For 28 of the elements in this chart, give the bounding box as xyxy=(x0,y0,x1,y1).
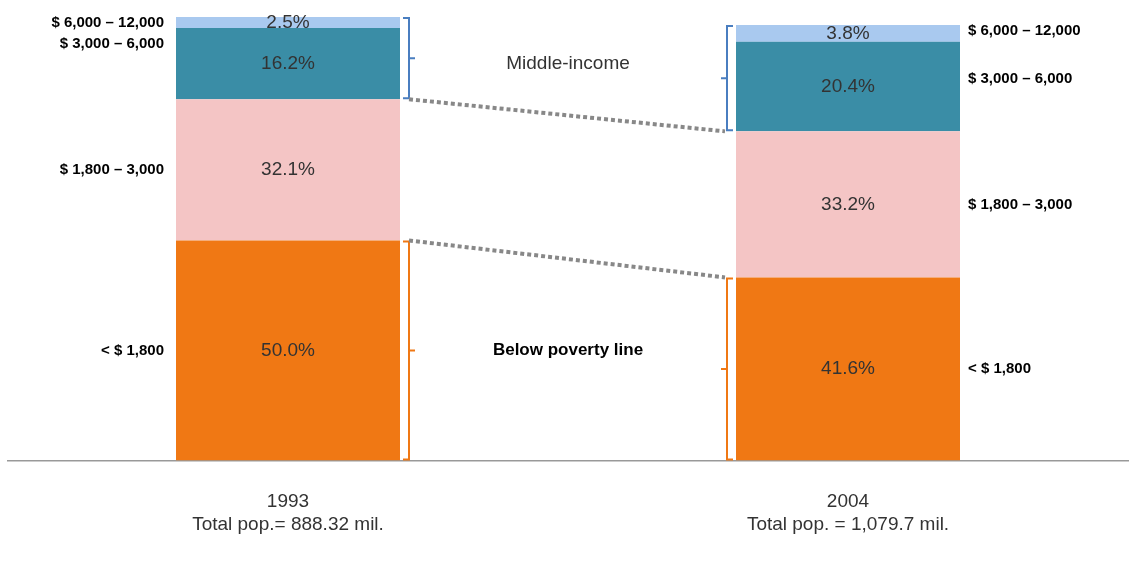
bar xyxy=(176,28,400,100)
x-tick-label: 1993 Total pop.= 888.32 mil. xyxy=(192,490,384,534)
data-label: 32.1% xyxy=(261,158,316,180)
bar xyxy=(736,41,960,132)
text: $ 3,000 – 6,000 xyxy=(59,33,164,51)
series-label: $ 3,000 – 6,000 xyxy=(968,68,1073,86)
bar xyxy=(736,24,960,42)
data-label: 16.2% xyxy=(261,51,316,73)
series-label: $ 1,800 – 3,000 xyxy=(968,194,1073,212)
annotation: Below poverty line xyxy=(492,340,644,360)
data-label: 2.5% xyxy=(266,10,310,32)
data-label: 33.2% xyxy=(821,192,876,214)
bar xyxy=(176,240,400,461)
x-tick-label: 2004 Total pop. = 1,079.7 mil. xyxy=(746,490,950,534)
text: < $ 1,800 xyxy=(101,340,164,358)
series-label: < $ 1,800 xyxy=(968,359,1031,377)
data-label: 50.0% xyxy=(261,338,316,360)
series-label: $ 6,000 – 12,000 xyxy=(968,21,1081,39)
bar xyxy=(736,277,960,461)
text: $ 1,800 – 3,000 xyxy=(59,160,164,177)
data-label: 41.6% xyxy=(821,357,876,379)
bar xyxy=(176,17,400,28)
bar xyxy=(736,131,960,278)
text: $ 6,000 – 12,000 xyxy=(51,13,164,31)
data-label: 3.8% xyxy=(826,21,870,43)
bar xyxy=(176,99,400,241)
annotation: Middle-income xyxy=(506,51,630,73)
data-label: 20.4% xyxy=(821,74,876,96)
